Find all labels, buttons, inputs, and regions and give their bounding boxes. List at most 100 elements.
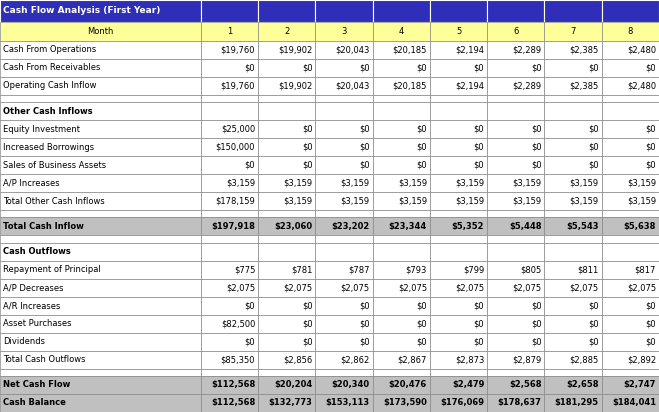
Text: $82,500: $82,500 <box>221 319 255 328</box>
Bar <box>602 218 659 235</box>
Text: $19,760: $19,760 <box>221 45 255 54</box>
Text: $178,159: $178,159 <box>215 197 255 206</box>
Bar <box>258 41 316 59</box>
Text: $0: $0 <box>302 143 312 152</box>
Bar <box>0 0 201 21</box>
Bar <box>487 77 544 95</box>
Text: $0: $0 <box>302 63 312 73</box>
Bar <box>487 376 544 394</box>
Bar <box>258 138 316 156</box>
Text: $3,159: $3,159 <box>627 179 656 188</box>
Bar <box>430 192 487 210</box>
Bar <box>0 279 201 297</box>
Bar <box>487 394 544 412</box>
Bar <box>0 315 201 333</box>
Text: Cash Flow Analysis (First Year): Cash Flow Analysis (First Year) <box>3 6 160 15</box>
Text: Other Cash Inflows: Other Cash Inflows <box>3 107 93 116</box>
Text: $0: $0 <box>359 161 370 170</box>
Bar <box>0 192 201 210</box>
Text: $2,480: $2,480 <box>627 45 656 54</box>
Text: $176,069: $176,069 <box>440 398 484 407</box>
Bar <box>201 235 258 243</box>
Bar <box>430 102 487 120</box>
Bar <box>316 102 373 120</box>
Bar <box>373 0 430 21</box>
Bar <box>430 351 487 369</box>
Bar <box>258 243 316 261</box>
Bar <box>201 243 258 261</box>
Text: $0: $0 <box>531 143 542 152</box>
Bar <box>602 174 659 192</box>
Bar <box>0 59 201 77</box>
Bar <box>373 235 430 243</box>
Bar <box>430 376 487 394</box>
Bar <box>201 261 258 279</box>
Text: $0: $0 <box>531 301 542 310</box>
Bar <box>201 192 258 210</box>
Bar <box>316 394 373 412</box>
Text: $2,289: $2,289 <box>512 82 542 90</box>
Bar <box>602 333 659 351</box>
Bar <box>544 243 602 261</box>
Text: $2,879: $2,879 <box>512 355 542 364</box>
Bar <box>544 210 602 218</box>
Text: $0: $0 <box>645 63 656 73</box>
Bar <box>602 376 659 394</box>
Bar <box>258 120 316 138</box>
Bar <box>316 41 373 59</box>
Bar <box>544 41 602 59</box>
Bar <box>487 138 544 156</box>
Text: A/R Increases: A/R Increases <box>3 301 61 310</box>
Bar <box>602 351 659 369</box>
Text: $2,385: $2,385 <box>569 82 599 90</box>
Bar <box>201 279 258 297</box>
Bar <box>373 279 430 297</box>
Text: $0: $0 <box>474 319 484 328</box>
Text: $0: $0 <box>359 124 370 133</box>
Bar <box>430 95 487 102</box>
Bar <box>602 210 659 218</box>
Bar <box>544 315 602 333</box>
Bar <box>544 279 602 297</box>
Bar <box>258 192 316 210</box>
Text: $0: $0 <box>244 337 255 346</box>
Text: 2: 2 <box>284 27 289 36</box>
Text: $0: $0 <box>474 124 484 133</box>
Text: 8: 8 <box>627 27 633 36</box>
Text: $2,075: $2,075 <box>627 283 656 292</box>
Text: Operating Cash Inflow: Operating Cash Inflow <box>3 82 96 90</box>
Text: $0: $0 <box>588 124 599 133</box>
Bar <box>487 0 544 21</box>
Text: $0: $0 <box>302 124 312 133</box>
Bar <box>0 77 201 95</box>
Bar <box>0 297 201 315</box>
Text: $2,479: $2,479 <box>452 380 484 389</box>
Text: $0: $0 <box>588 63 599 73</box>
Bar <box>487 41 544 59</box>
Text: $2,075: $2,075 <box>283 283 312 292</box>
Bar <box>316 210 373 218</box>
Bar <box>544 394 602 412</box>
Bar <box>544 21 602 41</box>
Text: $112,568: $112,568 <box>211 398 255 407</box>
Text: Total Cash Inflow: Total Cash Inflow <box>3 222 84 231</box>
Bar <box>201 156 258 174</box>
Bar <box>258 0 316 21</box>
Text: $19,760: $19,760 <box>221 82 255 90</box>
Text: $20,476: $20,476 <box>389 380 427 389</box>
Text: $23,060: $23,060 <box>274 222 312 231</box>
Text: $0: $0 <box>531 63 542 73</box>
Text: $0: $0 <box>588 319 599 328</box>
Bar <box>316 0 373 21</box>
Bar <box>373 41 430 59</box>
Bar <box>544 120 602 138</box>
Text: $5,352: $5,352 <box>451 222 484 231</box>
Text: $3,159: $3,159 <box>341 197 370 206</box>
Bar <box>0 261 201 279</box>
Bar <box>430 138 487 156</box>
Bar <box>487 21 544 41</box>
Text: $0: $0 <box>416 319 427 328</box>
Bar <box>201 21 258 41</box>
Text: $0: $0 <box>588 337 599 346</box>
Text: $0: $0 <box>416 63 427 73</box>
